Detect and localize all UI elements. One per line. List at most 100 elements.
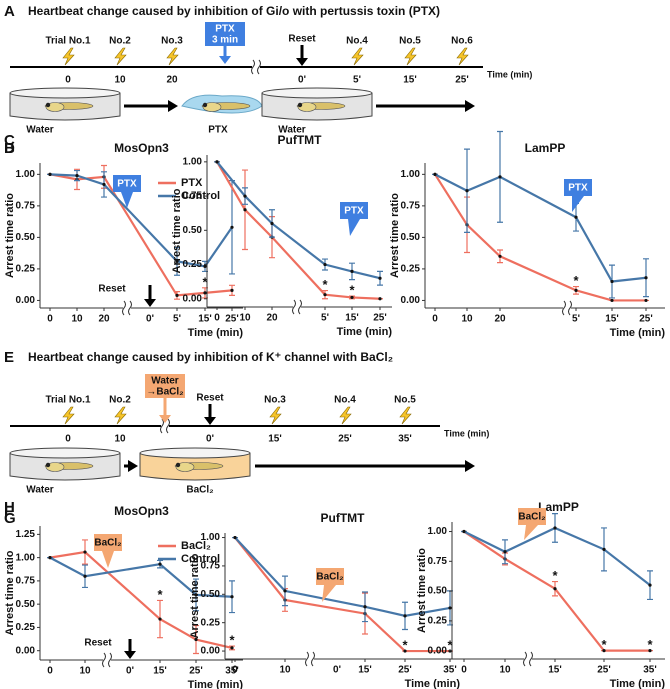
treatment-arrow [102, 551, 114, 568]
fish-yolk [175, 462, 195, 472]
treatment-box [518, 508, 546, 525]
significance-star: * [229, 632, 235, 647]
axis-break-line [568, 300, 572, 316]
x-tick-label: 0 [47, 314, 53, 325]
x-tick-label: 10 [71, 314, 83, 325]
y-tick-label: 0.50 [401, 232, 421, 243]
time-tick-label: 10 [114, 75, 126, 86]
trial-label: No.2 [109, 36, 131, 47]
data-point [270, 221, 274, 226]
panel-letter: H [4, 499, 15, 516]
time-tick-label: 25' [338, 434, 352, 445]
data-point [433, 172, 437, 176]
x-axis-title: Time (min) [405, 678, 461, 689]
fish-yolk [297, 102, 317, 112]
significance-star: * [402, 637, 408, 652]
y-tick-label: 0.75 [201, 561, 221, 572]
arrow-head [159, 415, 171, 423]
data-point [323, 262, 327, 267]
chart-title: MosOpn3 [114, 141, 169, 155]
x-tick-label: 35' [443, 665, 457, 676]
x-tick-label: 20 [266, 313, 278, 324]
dish-label: BaCl₂ [186, 485, 213, 496]
data-point [48, 556, 52, 560]
significance-star: * [447, 637, 453, 652]
fish-yolk [45, 102, 65, 112]
data-point [553, 526, 557, 530]
axis-break-line [292, 299, 296, 315]
x-tick-label: 0 [47, 666, 53, 677]
data-point [403, 649, 407, 653]
y-tick-label: 0.50 [201, 589, 221, 600]
panel-letter: B [4, 140, 15, 157]
treatment-box [316, 568, 344, 585]
y-tick-label: 1.00 [16, 169, 36, 180]
x-tick-label: 25' [597, 665, 611, 676]
data-point [203, 291, 207, 295]
arrow-head [219, 56, 231, 64]
data-point [48, 172, 52, 176]
data-point [465, 189, 469, 193]
data-point [243, 208, 247, 212]
time-label: Time (min) [487, 69, 532, 79]
time-tick-label: 10 [114, 434, 126, 445]
reset-label: Reset [288, 34, 316, 45]
y-tick-label: 0.00 [16, 645, 36, 656]
axis-break-line [128, 300, 132, 316]
trial-label: No.6 [451, 36, 473, 47]
arrow-head [204, 417, 216, 425]
reset-label: Reset [98, 284, 126, 295]
axis-break-line [160, 418, 164, 434]
trial-label: No.5 [394, 395, 416, 406]
trial-label: Trial No.1 [45, 395, 90, 406]
y-tick-label: 0.75 [16, 201, 36, 212]
y-tick-label: 0.00 [16, 295, 36, 306]
y-tick-label: 0.25 [401, 264, 421, 275]
arrow-head [128, 460, 138, 472]
y-tick-label: 1.25 [16, 529, 36, 540]
data-point [553, 587, 557, 591]
y-tick-label: 0.00 [183, 293, 203, 304]
dish-label: Water [26, 125, 54, 136]
data-point [215, 160, 219, 164]
stimulus-icon [339, 406, 352, 425]
data-point [83, 574, 87, 578]
y-tick-label: 1.00 [428, 526, 448, 537]
y-tick-label: 1.00 [183, 156, 203, 167]
y-axis-title: Arrest time ratio [4, 550, 16, 635]
y-tick-label: 0.00 [401, 295, 421, 306]
significance-star: * [349, 282, 355, 297]
treatment-arrow [348, 219, 360, 236]
data-point [230, 595, 234, 599]
panel-title: Heartbeat change caused by inhibition of… [28, 350, 393, 364]
y-tick-label: 0.75 [401, 201, 421, 212]
data-point [648, 649, 652, 653]
data-point [610, 279, 614, 284]
arrow-head [124, 651, 136, 659]
significance-star: * [322, 277, 328, 292]
data-point [83, 550, 87, 554]
reset-label: Reset [196, 393, 224, 404]
data-point [602, 547, 606, 552]
significance-star: * [157, 587, 163, 602]
treatment-box [94, 534, 122, 551]
axis-break-line [257, 59, 261, 75]
axis-break [161, 419, 169, 433]
y-tick-label: 1.00 [201, 532, 221, 543]
axis-break [524, 652, 532, 666]
data-point [644, 298, 648, 303]
axis-break-line [108, 652, 112, 668]
stimulus-icon [166, 47, 179, 66]
data-point [498, 175, 502, 179]
data-point [462, 529, 466, 534]
treatment-label: BaCl₂ [94, 538, 121, 549]
x-tick-label: 35' [225, 666, 239, 677]
treatment-box [340, 202, 368, 219]
x-tick-label: 25' [373, 313, 387, 324]
data-point [323, 293, 327, 297]
data-point [503, 550, 507, 554]
dish-label: Water [26, 485, 54, 496]
trial-label: No.3 [161, 36, 183, 47]
trial-label: No.4 [346, 36, 368, 47]
axis-break-line [251, 59, 255, 75]
